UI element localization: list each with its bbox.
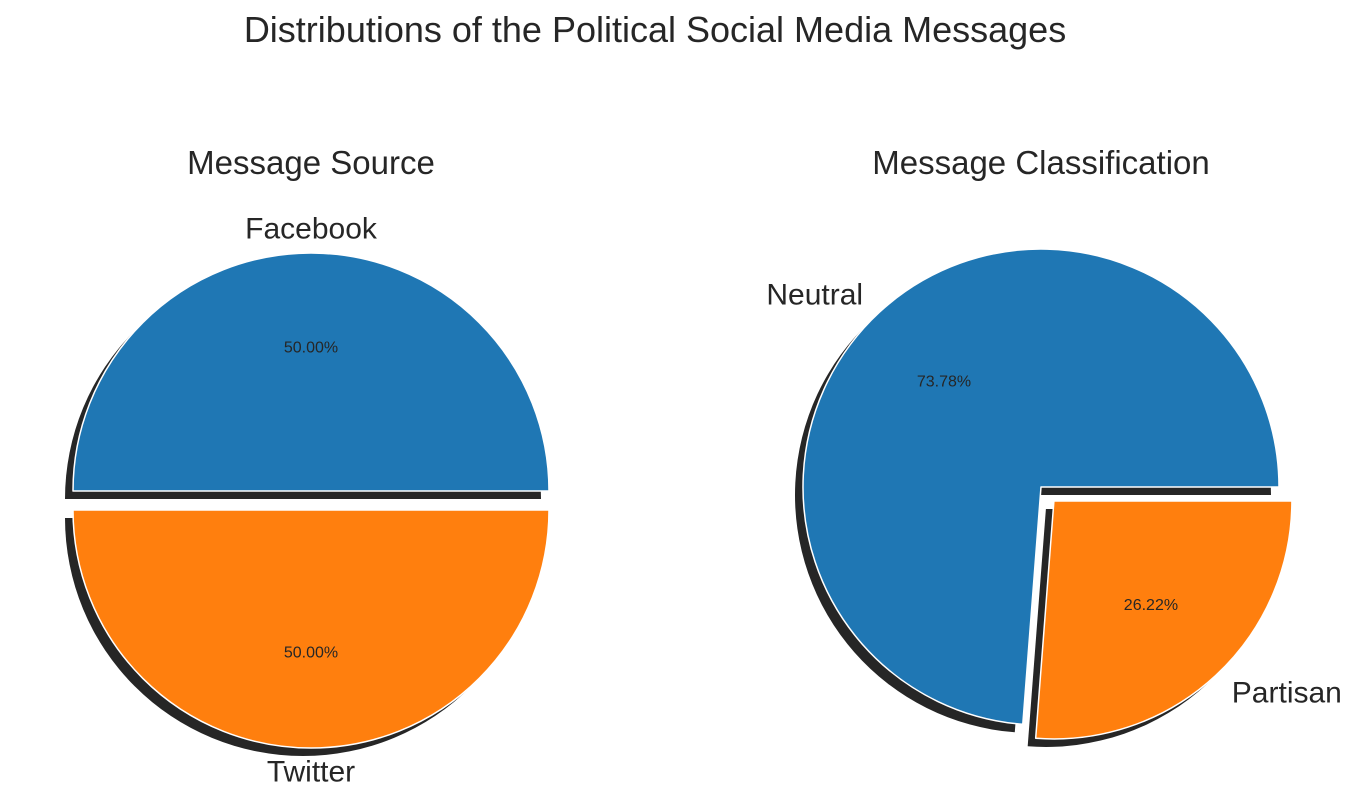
slice-label-twitter: Twitter xyxy=(267,755,355,788)
slice-label-neutral: Neutral xyxy=(766,278,863,311)
pie-message-classification: Message Classification Neutral 73.78% Part… xyxy=(766,144,1342,747)
slice-group xyxy=(802,248,1293,740)
pie-slice-partisan xyxy=(1034,500,1293,740)
pie-slice-twitter xyxy=(72,509,550,749)
figure-title: Distributions of the Political Social Me… xyxy=(244,9,1066,50)
slice-label-facebook: Facebook xyxy=(245,213,378,246)
pct-label-neutral: 73.78% xyxy=(917,374,971,391)
pie-slice-neutral xyxy=(802,248,1280,726)
pie-title: Message Source xyxy=(187,144,435,181)
slice-label-partisan: Partisan xyxy=(1232,677,1342,710)
pie-slice-facebook xyxy=(72,252,550,492)
pct-label-partisan: 26.22% xyxy=(1124,597,1178,614)
pie-message-source: Message Source Facebook 50.00% Twitter 50.0… xyxy=(65,144,550,789)
label-group: Neutral 73.78% Partisan 26.22% xyxy=(766,278,1341,709)
pct-label-twitter: 50.00% xyxy=(284,644,338,661)
pie-title: Message Classification xyxy=(872,144,1209,181)
pct-label-facebook: 50.00% xyxy=(284,340,338,357)
slice-group xyxy=(72,252,550,749)
label-group: Facebook 50.00% Twitter 50.00% xyxy=(245,213,378,789)
